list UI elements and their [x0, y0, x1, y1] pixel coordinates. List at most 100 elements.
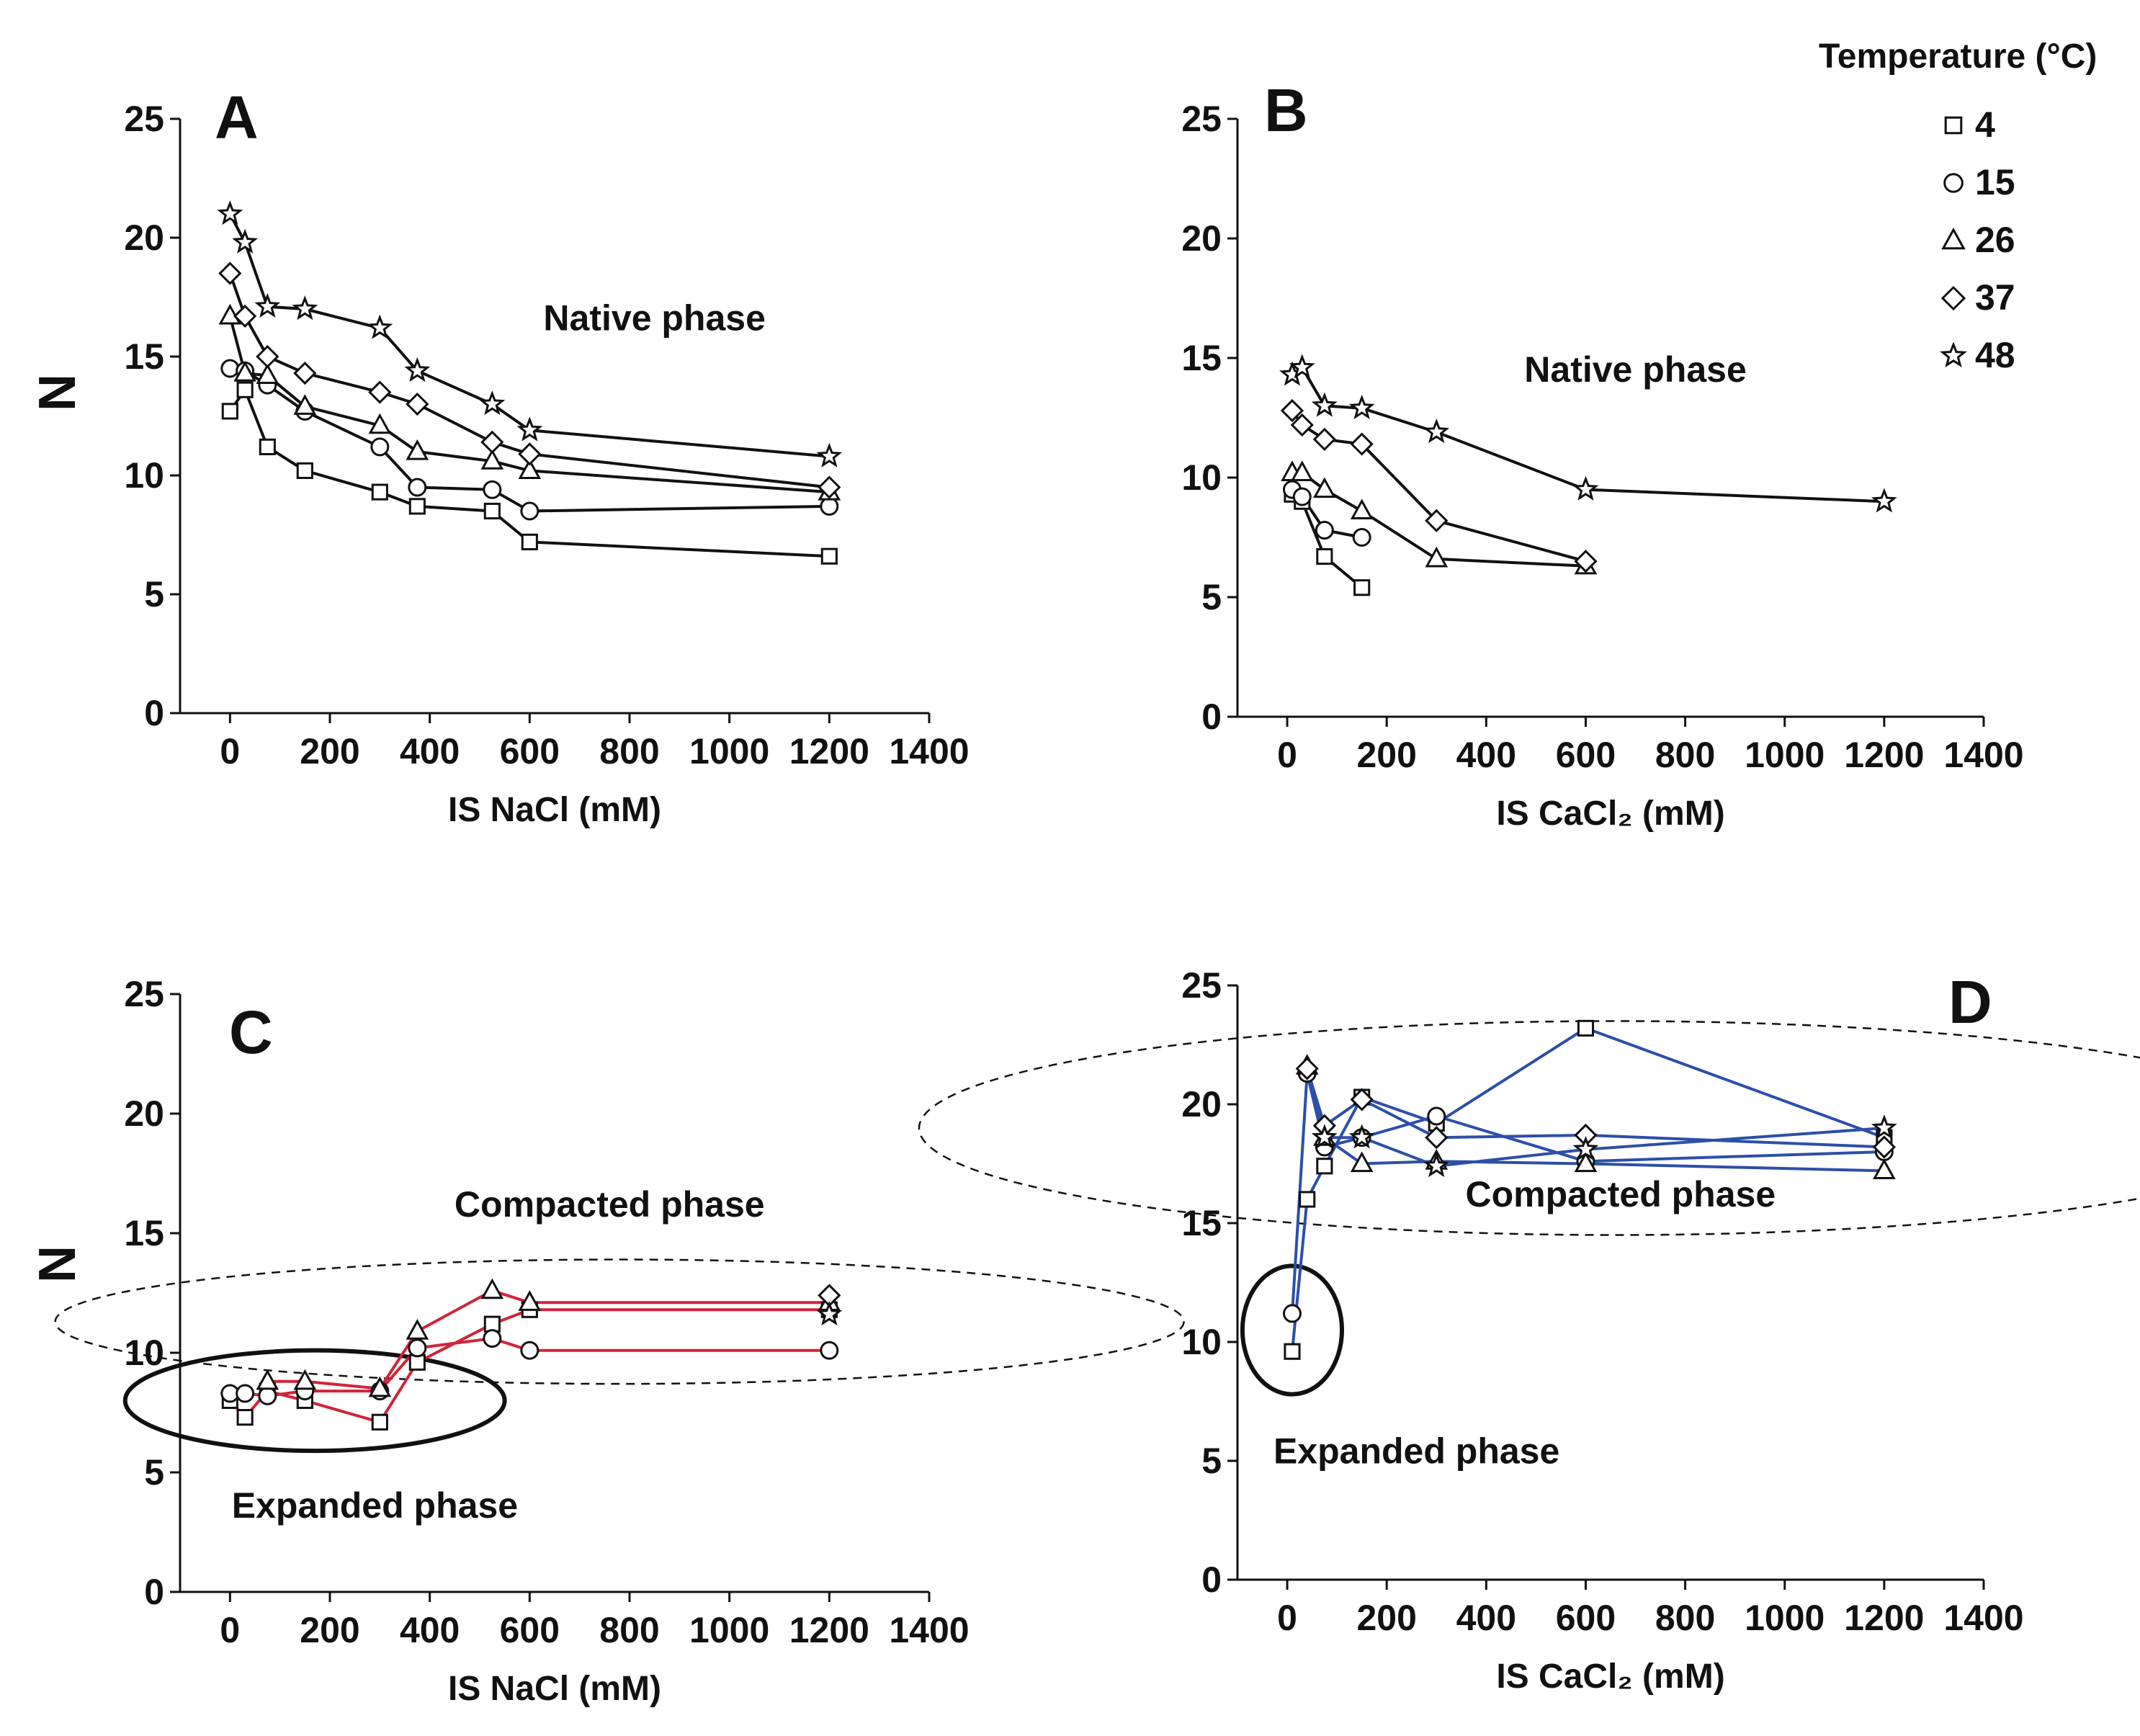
data-point-48 — [816, 442, 843, 467]
legend-label-26: 26 — [1975, 220, 2015, 260]
x-tick-label: 1000 — [1745, 735, 1825, 775]
data-point-26 — [1313, 477, 1336, 498]
y-tick-label: 20 — [124, 218, 164, 258]
data-point-26 — [406, 439, 429, 460]
x-tick-label: 1000 — [689, 1610, 769, 1650]
series-line-15 — [229, 367, 830, 513]
y-tick-label: 25 — [1181, 965, 1222, 1006]
data-point-37 — [233, 304, 257, 328]
data-point-48 — [479, 390, 506, 416]
x-tick-label: 1200 — [1844, 735, 1924, 775]
legend-title: Temperature (°C) — [1819, 37, 2097, 76]
data-point-37 — [406, 392, 429, 416]
legend-label-48: 48 — [1975, 335, 2015, 375]
y-tick-label: 15 — [124, 336, 164, 377]
expanded-phase-region — [122, 1348, 507, 1454]
x-tick-label: 800 — [599, 731, 659, 771]
series-line-4 — [228, 1308, 830, 1424]
data-point-48 — [367, 314, 393, 339]
panel-letter: D — [1948, 968, 1992, 1036]
data-point-48 — [217, 200, 243, 225]
data-point-26 — [368, 413, 392, 434]
data-point-15 — [820, 1341, 839, 1360]
legend-entry-26: 26 — [1941, 220, 2015, 260]
data-point-37 — [1872, 1135, 1896, 1159]
legend-marker-circle-shape — [1943, 173, 1964, 193]
data-point-15 — [483, 1329, 502, 1348]
data-point-37 — [1295, 1057, 1319, 1080]
data-point-15 — [1315, 521, 1334, 540]
x-tick-label: 0 — [1277, 735, 1297, 775]
data-point-48 — [1311, 1124, 1338, 1149]
y-tick-label: 20 — [1181, 218, 1222, 259]
data-point-4 — [408, 498, 426, 515]
data-point-48 — [1871, 1114, 1897, 1140]
data-point-48 — [254, 292, 281, 318]
data-point-37 — [368, 380, 392, 404]
data-point-26 — [256, 1369, 279, 1390]
panel-letter: A — [215, 84, 259, 151]
legend-label-15: 15 — [1975, 162, 2015, 202]
x-axis-label: IS NaCl (mM) — [448, 1670, 661, 1708]
data-point-15 — [236, 1384, 255, 1403]
data-point-4 — [521, 533, 538, 550]
data-point-37 — [1574, 550, 1598, 573]
data-point-37 — [518, 442, 542, 466]
data-point-37 — [218, 261, 242, 285]
data-point-4 — [236, 381, 254, 398]
data-point-4 — [820, 547, 838, 565]
legend-label-4: 4 — [1975, 104, 1995, 145]
x-tick-label: 400 — [1456, 735, 1516, 775]
data-point-4 — [1284, 1343, 1301, 1360]
data-point-4 — [259, 438, 276, 455]
data-point-4 — [1299, 1191, 1316, 1208]
panel-a: 0 5 10 15 20 25 0 200 400 600 800 1000 1200 1400 IS Na… — [29, 84, 970, 829]
data-point-48 — [1423, 419, 1450, 444]
y-tick-label: 25 — [124, 974, 164, 1014]
data-point-37 — [1350, 432, 1374, 456]
x-tick-label: 600 — [500, 731, 560, 771]
data-point-4 — [296, 462, 313, 479]
data-point-48 — [1423, 1152, 1450, 1178]
data-point-48 — [1348, 1124, 1375, 1149]
x-tick-label: 0 — [220, 731, 240, 771]
data-point-48 — [1871, 488, 1897, 513]
panel-b: 0 5 10 15 20 25 0 200 400 600 800 1000 1200 1400 IS Ca… — [1181, 76, 2023, 833]
data-point-48 — [404, 357, 431, 382]
data-point-48 — [1311, 392, 1338, 417]
legend-label-37: 37 — [1975, 277, 2015, 318]
x-axis-label: IS CaCl₂ (mM) — [1496, 1657, 1724, 1696]
y-tick-label: 0 — [1201, 697, 1222, 737]
x-tick-label: 0 — [1277, 1598, 1297, 1638]
data-point-4 — [483, 502, 501, 520]
data-point-48 — [516, 416, 543, 442]
data-point-37 — [256, 344, 279, 369]
x-axis-label: IS NaCl (mM) — [448, 791, 661, 829]
y-tick-label: 20 — [1181, 1084, 1222, 1124]
data-point-26 — [1425, 546, 1449, 568]
y-axis-label: N — [29, 1245, 86, 1283]
y-tick-label: 0 — [1201, 1560, 1222, 1600]
data-point-26 — [1350, 498, 1374, 520]
data-point-15 — [1282, 1304, 1302, 1323]
data-point-26 — [368, 1376, 392, 1397]
data-point-37 — [1425, 509, 1449, 532]
phase-label: Compacted phase — [455, 1184, 765, 1225]
legend-marker-square-shape — [1944, 116, 1963, 135]
legend-marker-star-shape — [1940, 341, 1967, 368]
data-point-15 — [1292, 487, 1312, 506]
data-point-26 — [480, 1278, 504, 1299]
data-point-48 — [1572, 1135, 1599, 1160]
x-tick-label: 800 — [1655, 1598, 1715, 1638]
data-point-4 — [1577, 1019, 1595, 1037]
series-line-26 — [267, 1289, 830, 1390]
x-tick-label: 400 — [400, 731, 460, 771]
data-point-37 — [293, 361, 317, 385]
x-tick-label: 1200 — [789, 1610, 869, 1650]
data-point-37 — [1290, 413, 1314, 437]
data-point-15 — [258, 1386, 277, 1405]
data-point-4 — [1316, 1158, 1333, 1175]
